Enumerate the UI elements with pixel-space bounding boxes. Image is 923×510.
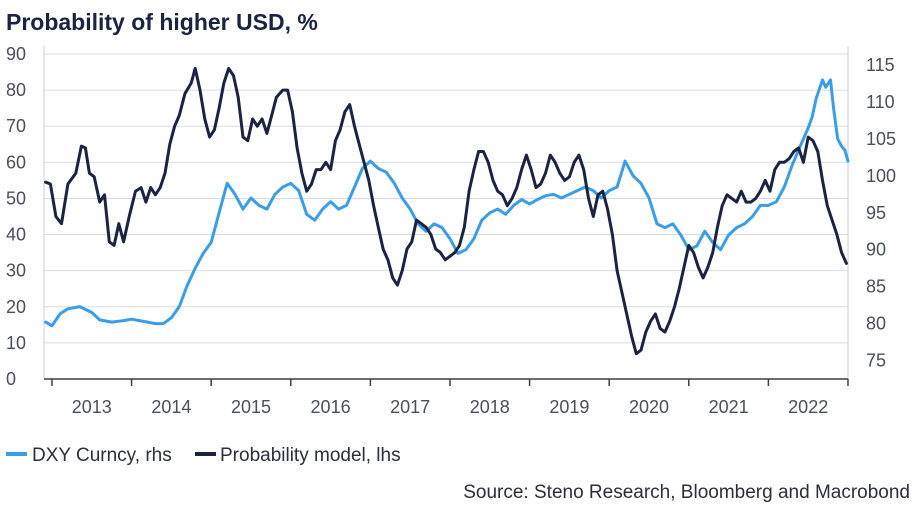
x-tick-label: 2015 xyxy=(231,397,271,417)
x-tick-label: 2013 xyxy=(72,397,112,417)
x-tick-label: 2022 xyxy=(788,397,828,417)
axes xyxy=(43,46,849,386)
x-tick-label: 2019 xyxy=(549,397,589,417)
series-line-probability xyxy=(44,66,848,356)
legend-label-dxy: DXY Curncy, rhs xyxy=(32,445,172,466)
legend: DXY Curncy, rhs Probability model, lhs xyxy=(6,445,401,466)
y-right-tick-label: 80 xyxy=(866,314,886,334)
chart-source: Source: Steno Research, Bloomberg and Ma… xyxy=(463,482,910,503)
y-left-tick-label: 0 xyxy=(6,369,16,389)
x-tick-label: 2018 xyxy=(470,397,510,417)
y-left-tick-label: 70 xyxy=(6,116,26,136)
x-tick-label: 2014 xyxy=(151,397,191,417)
y-left-tick-label: 90 xyxy=(6,44,26,64)
y-right-tick-label: 95 xyxy=(866,203,886,223)
y-left-tick-label: 40 xyxy=(6,225,26,245)
x-tick-label: 2016 xyxy=(311,397,351,417)
legend-label-probability: Probability model, lhs xyxy=(220,445,401,466)
x-tick-label: 2017 xyxy=(390,397,430,417)
y-right-tick-label: 105 xyxy=(866,129,896,149)
y-right-tick-labels: 75 80 85 90 95 100 105 110 115 xyxy=(866,55,896,370)
x-tick-labels: 2013 2014 2015 2016 2017 2018 2019 2020 2021 2022 xyxy=(72,397,828,417)
y-left-tick-label: 20 xyxy=(6,297,26,317)
series-line-dxy xyxy=(44,78,850,328)
y-right-tick-label: 110 xyxy=(866,92,895,112)
grid-lines xyxy=(44,53,848,380)
x-tick-label: 2020 xyxy=(629,397,669,417)
y-left-tick-label: 80 xyxy=(6,80,26,100)
y-left-tick-labels: 0 10 20 30 40 50 60 70 80 90 xyxy=(6,44,26,389)
y-left-tick-label: 50 xyxy=(6,188,26,208)
y-left-tick-label: 10 xyxy=(6,333,26,353)
y-right-tick-label: 85 xyxy=(866,277,886,297)
y-left-tick-label: 60 xyxy=(6,152,26,172)
y-right-tick-label: 100 xyxy=(866,166,896,186)
y-right-tick-label: 75 xyxy=(866,351,886,371)
y-right-tick-label: 115 xyxy=(866,55,895,75)
y-right-tick-label: 90 xyxy=(866,240,886,260)
x-tick-label: 2021 xyxy=(709,397,749,417)
series-lines xyxy=(44,66,850,356)
y-left-tick-label: 30 xyxy=(6,261,26,281)
chart-title: Probability of higher USD, % xyxy=(6,9,318,35)
